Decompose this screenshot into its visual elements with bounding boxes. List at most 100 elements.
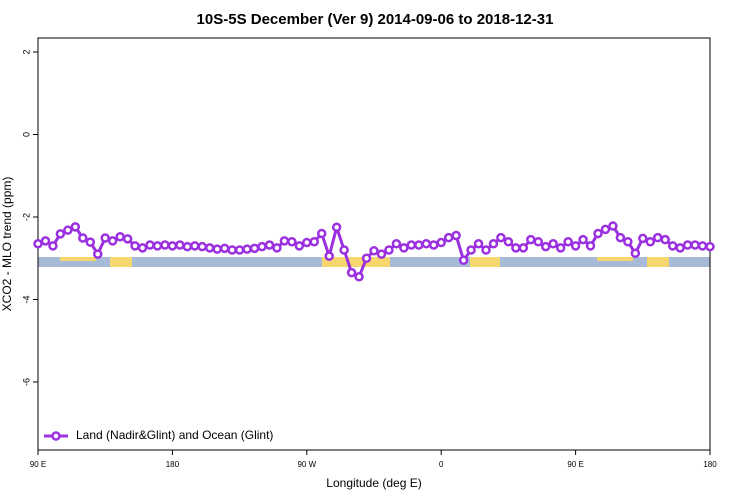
y-axis-label: XCO2 - MLO trend (ppm) — [0, 177, 14, 312]
data-point — [608, 221, 618, 231]
data-point — [406, 240, 417, 250]
land — [470, 257, 500, 267]
data-point — [257, 241, 267, 252]
data-point — [227, 245, 237, 255]
data-point — [466, 245, 476, 255]
data-point — [578, 234, 588, 245]
data-point — [593, 228, 603, 239]
x-tick-label: 90 E — [30, 460, 46, 469]
y-tick-label: -4 — [21, 295, 31, 303]
data-point — [458, 255, 469, 266]
data-point — [660, 234, 670, 245]
y-tick-label: -6 — [21, 378, 31, 386]
data-point — [197, 241, 208, 252]
x-tick-label: 180 — [166, 460, 180, 469]
data-point — [518, 243, 529, 253]
data-point — [294, 241, 305, 251]
data-point — [638, 233, 648, 244]
data-point — [302, 237, 312, 248]
data-point — [399, 243, 409, 253]
data-point — [100, 233, 110, 243]
data-point — [376, 249, 387, 259]
data-point — [92, 249, 103, 259]
data-point — [548, 239, 558, 249]
data-point — [316, 228, 327, 239]
x-axis-label: Longitude (deg E) — [326, 476, 421, 490]
data-point — [175, 240, 185, 250]
data-point — [264, 240, 275, 250]
data-point — [496, 232, 506, 243]
data-point — [48, 241, 58, 251]
data-point — [182, 241, 193, 252]
data-point — [391, 239, 402, 249]
data-point — [33, 239, 43, 249]
data-point — [272, 243, 282, 253]
legend-marker — [51, 431, 61, 441]
data-point — [287, 236, 297, 247]
data-point — [436, 237, 446, 248]
data-point — [697, 241, 708, 251]
land — [60, 257, 96, 261]
x-tick-label: 90 E — [567, 460, 583, 469]
data-point — [160, 240, 170, 250]
data-point — [249, 243, 260, 254]
land — [110, 257, 132, 267]
data-point — [488, 239, 499, 249]
data-point — [204, 243, 215, 253]
data-point — [645, 236, 656, 247]
map-band — [38, 257, 710, 267]
data-point — [690, 240, 700, 250]
data-point — [369, 246, 379, 256]
data-point — [339, 245, 349, 255]
land — [322, 257, 390, 267]
data-point — [346, 267, 357, 278]
data-point — [421, 239, 432, 249]
data-point — [570, 241, 581, 251]
data-point — [40, 236, 51, 246]
data-point — [533, 236, 544, 247]
data-point — [212, 244, 222, 254]
data-point — [503, 236, 514, 247]
data-point — [630, 248, 641, 259]
data-point — [354, 272, 364, 282]
data-point — [137, 243, 148, 253]
data-point — [526, 234, 536, 245]
data-point — [63, 225, 73, 235]
data-point — [55, 229, 66, 239]
data-point — [563, 236, 573, 247]
data-point — [167, 241, 178, 251]
data-point — [279, 236, 290, 246]
y-tick-label: -2 — [21, 213, 31, 221]
data-point — [451, 230, 461, 241]
y-tick-label: 0 — [21, 132, 31, 137]
data-point — [78, 233, 88, 243]
data-point — [511, 243, 521, 253]
x-tick-label: 90 W — [297, 460, 316, 469]
data-point — [414, 240, 424, 250]
land — [647, 257, 669, 267]
data-point — [331, 222, 342, 233]
data-point — [428, 240, 439, 250]
data-point — [615, 232, 626, 243]
data-point — [675, 243, 685, 253]
data-point — [219, 243, 230, 254]
data-point — [473, 239, 484, 249]
data-point — [107, 236, 118, 246]
data-point — [623, 236, 633, 247]
data-point — [70, 222, 81, 232]
data-point — [309, 236, 320, 247]
data-point — [130, 241, 140, 251]
data-point — [115, 232, 125, 242]
data-point — [540, 241, 551, 252]
data-point — [145, 240, 155, 250]
data-point — [324, 251, 334, 261]
data-point — [384, 245, 394, 255]
data-point — [361, 253, 372, 263]
data-point — [600, 224, 611, 235]
data-point — [682, 240, 693, 250]
data-point — [190, 241, 200, 251]
data-point — [152, 241, 163, 251]
y-tick-label: 2 — [21, 50, 31, 55]
x-tick-label: 180 — [703, 460, 717, 469]
